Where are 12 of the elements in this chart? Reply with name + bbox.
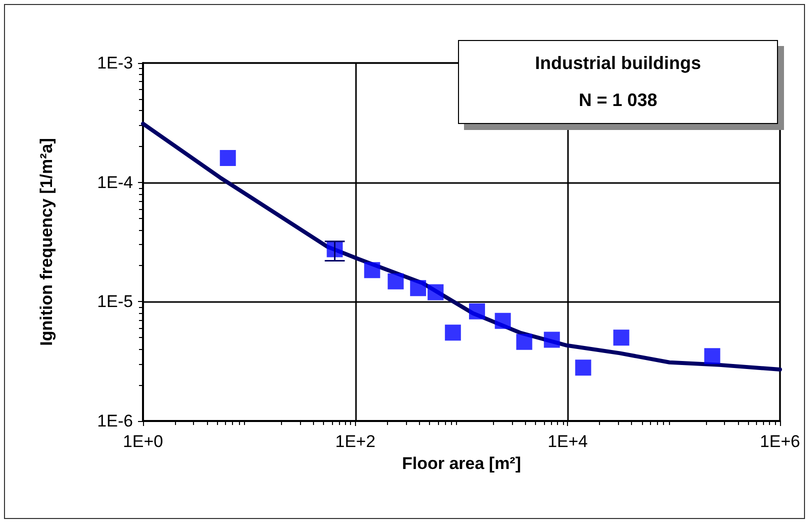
y-tick-label: 1E-4 (97, 172, 133, 192)
annotation: Industrial buildings (535, 53, 701, 74)
x-tick-label: 1E+6 (760, 432, 800, 451)
annotation: N = 1 038 (578, 90, 658, 111)
x-tick-label: 1E+2 (335, 432, 376, 451)
x-tick-label: 1E+4 (548, 432, 588, 451)
x-tick-label: 1E+0 (122, 432, 164, 451)
x-axis-title: Floor area [m²] (402, 454, 522, 473)
y-tick-label: 1E-3 (97, 54, 133, 72)
y-tick-label: 1E-6 (97, 412, 133, 430)
y-axis-title: Ignition frequency [1/m²a] (37, 138, 56, 346)
y-tick-label: 1E-5 (97, 292, 133, 312)
